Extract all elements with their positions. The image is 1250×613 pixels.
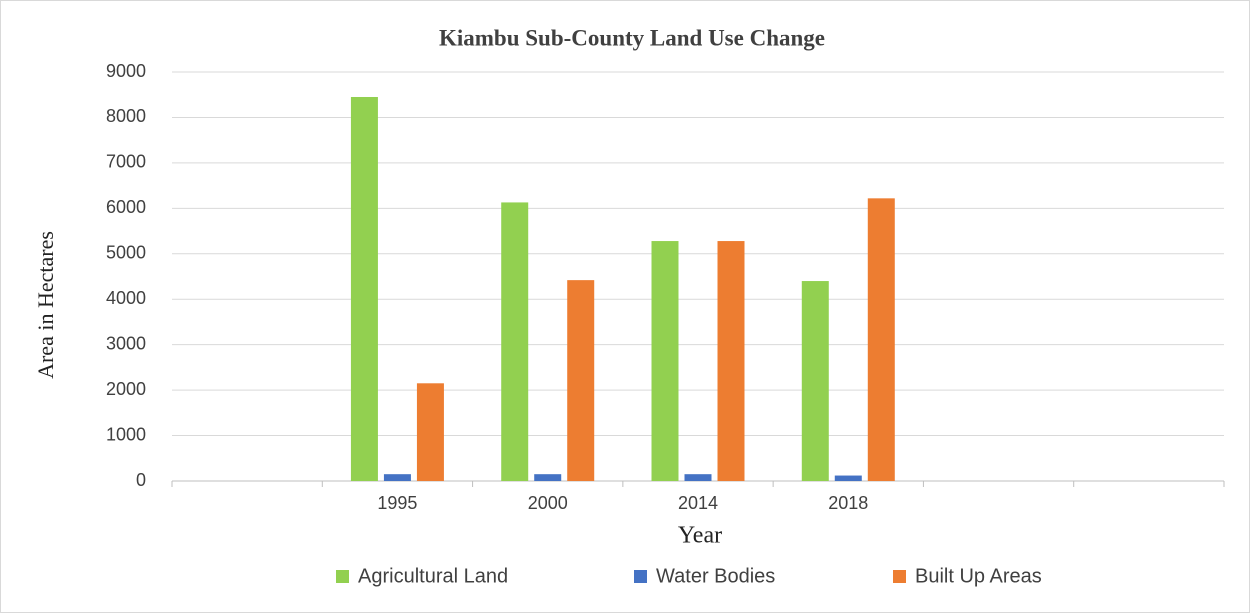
y-tick-label: 7000 [106, 152, 146, 172]
bar [534, 474, 562, 481]
y-axis-label: Area in Hectares [33, 231, 58, 379]
bar [416, 383, 444, 481]
x-tick-label: 2014 [678, 493, 718, 513]
y-tick-label: 4000 [106, 288, 146, 308]
bar [801, 281, 829, 481]
legend-swatch [634, 570, 647, 583]
bar [834, 475, 862, 481]
y-tick-label: 5000 [106, 243, 146, 263]
y-tick-label: 3000 [106, 333, 146, 353]
y-tick-label: 2000 [106, 379, 146, 399]
bar [717, 241, 745, 481]
bar [684, 474, 712, 481]
bar [350, 96, 378, 481]
y-tick-label: 6000 [106, 197, 146, 217]
legend-swatch [336, 570, 349, 583]
bar [651, 241, 679, 481]
y-tick-label: 0 [136, 470, 146, 490]
bar [383, 474, 411, 481]
x-axis-label: Year [678, 523, 722, 549]
legend-swatch [893, 570, 906, 583]
x-tick-label: 2018 [828, 493, 868, 513]
bar [867, 198, 895, 481]
legend-label: Built Up Areas [915, 565, 1042, 587]
legend-label: Water Bodies [656, 565, 775, 587]
x-tick-label: 2000 [528, 493, 568, 513]
y-tick-label: 8000 [106, 106, 146, 126]
bar [567, 280, 595, 481]
y-tick-label: 9000 [106, 61, 146, 81]
bar [501, 202, 529, 482]
chart-title: Kiambu Sub-County Land Use Change [439, 25, 825, 50]
x-tick-label: 1995 [377, 493, 417, 513]
legend-label: Agricultural Land [358, 565, 508, 587]
y-tick-label: 1000 [106, 424, 146, 444]
